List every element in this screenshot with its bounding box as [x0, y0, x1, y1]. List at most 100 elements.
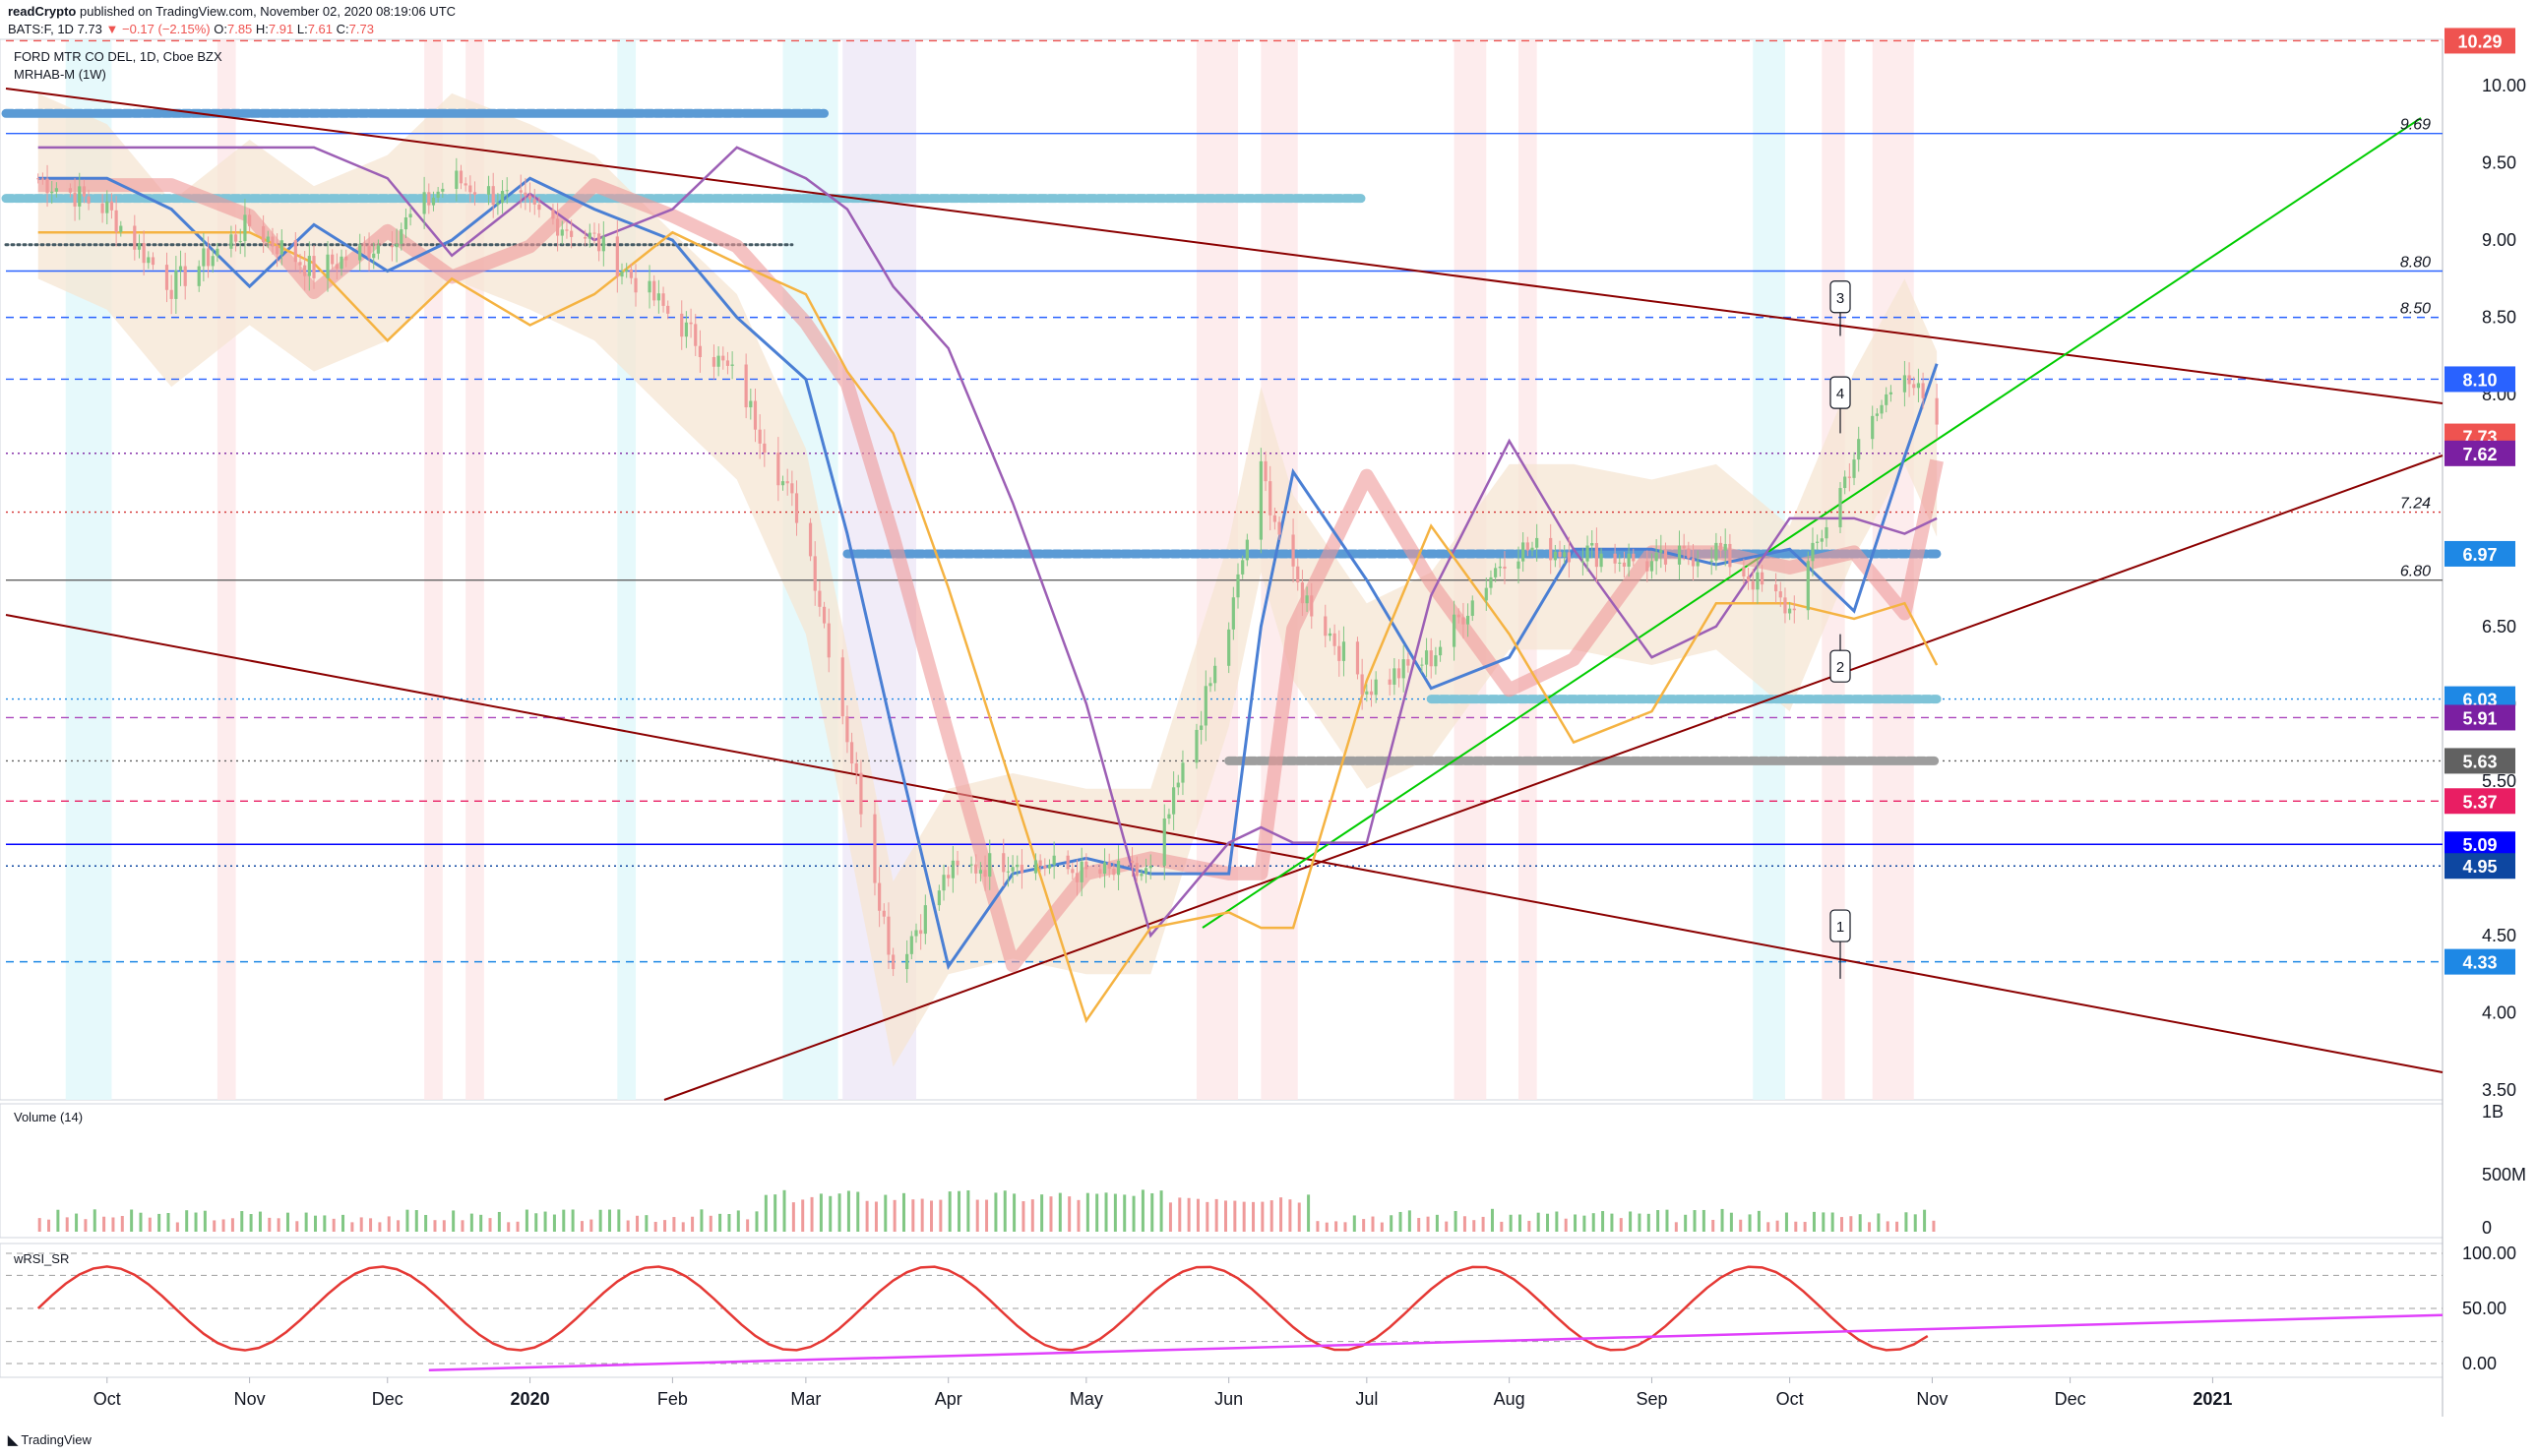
volume-bar	[203, 1210, 207, 1232]
candle-body	[105, 201, 109, 213]
volume-bar	[948, 1191, 952, 1232]
volume-pane[interactable]	[0, 1103, 2444, 1239]
candle-body	[1525, 542, 1529, 551]
volume-bar	[1858, 1214, 1862, 1232]
candle-body	[229, 234, 233, 249]
candle-body	[1305, 595, 1309, 604]
volume-bar	[488, 1218, 492, 1232]
candle-body	[1632, 553, 1636, 562]
price-tag	[2444, 704, 2515, 731]
volume-bar	[966, 1189, 970, 1232]
callout-1[interactable]: 1	[1829, 909, 1851, 979]
volume-bar	[75, 1213, 79, 1232]
volume-bar	[764, 1194, 768, 1232]
candle-body	[216, 248, 219, 257]
candle-body	[312, 256, 316, 278]
ascending-trendline[interactable]	[663, 455, 2444, 1101]
candle-body	[1300, 582, 1305, 604]
candle-body	[1006, 871, 1011, 873]
candle-body	[652, 280, 656, 301]
volume-bar	[930, 1200, 934, 1232]
time-tick-label: Dec	[2055, 1389, 2086, 1409]
candle-body	[625, 269, 629, 272]
volume-bar	[213, 1220, 217, 1232]
candle-body	[147, 257, 151, 264]
volume-bar	[819, 1193, 823, 1232]
publisher-header: readCrypto published on TradingView.com,…	[8, 4, 456, 19]
volume-bar	[525, 1209, 528, 1232]
candle-body	[1751, 580, 1755, 590]
candle-body	[1227, 629, 1231, 666]
candle-body	[1696, 561, 1700, 567]
candle-body	[1102, 862, 1107, 875]
candle-body	[974, 864, 978, 874]
candle-body	[1388, 679, 1392, 685]
volume-bar	[865, 1200, 869, 1232]
candle-body	[133, 225, 137, 250]
callout-2[interactable]: 2	[1829, 634, 1851, 683]
volume-bar	[1711, 1219, 1715, 1232]
close-label: C:	[336, 22, 349, 36]
signal-band	[424, 39, 443, 1100]
time-tick-label: May	[1070, 1389, 1103, 1409]
volume-bar	[1095, 1193, 1099, 1232]
volume-bar	[194, 1212, 198, 1232]
candle-body	[849, 742, 854, 764]
candle-body	[776, 453, 780, 486]
rsi-pane[interactable]	[0, 1243, 2444, 1378]
volume-bar	[414, 1210, 418, 1232]
callout-4[interactable]: 4	[1829, 376, 1851, 434]
volume-bar	[718, 1213, 722, 1232]
rsi-trendline[interactable]	[428, 1313, 2444, 1371]
rsi-line	[36, 1265, 1929, 1352]
price-tag-label: 10.29	[2457, 31, 2502, 51]
candle-body	[40, 178, 44, 180]
candle-body	[615, 236, 619, 277]
time-tick-label: Oct	[93, 1389, 121, 1409]
volume-bar	[1849, 1216, 1853, 1232]
candle-body	[1677, 545, 1682, 565]
candle-body	[202, 248, 206, 267]
volume-bar	[645, 1215, 649, 1232]
candle-body	[1396, 668, 1401, 679]
candlesticks[interactable]	[36, 157, 1939, 983]
open-value: 7.85	[226, 22, 253, 36]
volume-bar	[56, 1209, 60, 1232]
candle-body	[1369, 691, 1374, 696]
volume-bar	[1426, 1216, 1430, 1232]
time-tick-label: Feb	[657, 1389, 688, 1409]
price-tick-label: 6.50	[2482, 617, 2516, 637]
candle-body	[1043, 865, 1047, 869]
volume-bar	[323, 1215, 327, 1232]
time-tick-label: Dec	[372, 1389, 403, 1409]
callout-3[interactable]: 3	[1829, 280, 1851, 336]
volume-bar	[920, 1198, 924, 1232]
candle-body	[1484, 587, 1488, 601]
candle-body	[1116, 860, 1121, 876]
volume-bar	[846, 1190, 850, 1232]
green-support-trendline[interactable]	[1202, 117, 2422, 929]
candle-body	[601, 236, 605, 252]
upper-descending-trendline[interactable]	[5, 88, 2444, 404]
candle-body	[367, 245, 371, 259]
candle-body	[1144, 868, 1148, 875]
candle-body	[1167, 814, 1171, 819]
candle-body	[164, 265, 169, 290]
rsi-tick-label: 50.00	[2462, 1299, 2506, 1318]
candle-body	[1181, 762, 1185, 783]
lower-descending-trendline[interactable]	[5, 614, 2444, 1073]
volume-bar	[663, 1220, 667, 1232]
candle-body	[390, 245, 395, 248]
candle-body	[1080, 861, 1083, 882]
volume-bar	[1490, 1208, 1494, 1232]
candle-body	[978, 870, 982, 874]
volume-bar	[1316, 1221, 1320, 1232]
candle-body	[983, 870, 987, 878]
candle-body	[565, 229, 569, 231]
candle-body	[1687, 548, 1691, 559]
candle-body	[238, 241, 242, 243]
candle-body	[524, 192, 527, 196]
volume-bar	[84, 1219, 88, 1232]
tradingview-logo-icon: ◣	[8, 1432, 18, 1447]
